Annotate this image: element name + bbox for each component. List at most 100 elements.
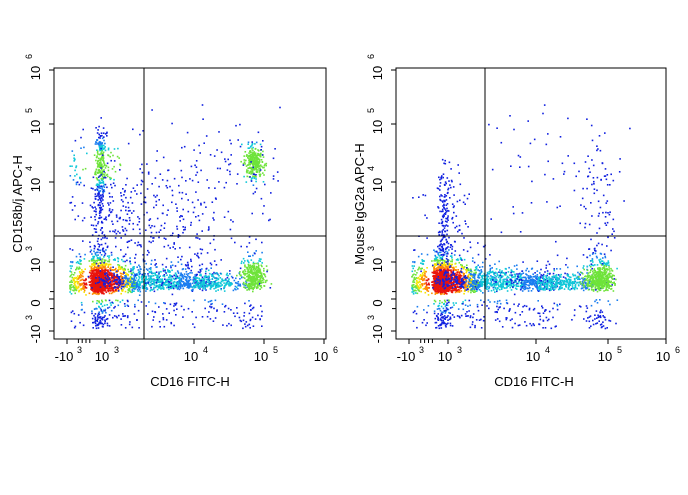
event-point — [78, 291, 80, 293]
event-point — [259, 165, 261, 167]
event-point — [123, 194, 125, 196]
event-point — [115, 229, 117, 231]
event-point — [256, 270, 258, 272]
event-point — [104, 264, 106, 266]
event-point — [157, 279, 159, 281]
event-point — [241, 261, 243, 263]
event-point — [248, 264, 250, 266]
event-point — [249, 305, 251, 307]
event-point — [99, 165, 101, 167]
event-point — [102, 301, 104, 303]
event-point — [94, 288, 96, 290]
event-point — [248, 275, 250, 277]
event-point — [212, 217, 214, 219]
event-point — [95, 171, 97, 173]
event-point — [128, 210, 130, 212]
event-point — [110, 179, 112, 181]
event-point — [107, 307, 109, 309]
event-point — [254, 154, 256, 156]
event-point — [228, 278, 230, 280]
event-point — [220, 277, 222, 279]
event-point — [121, 288, 123, 290]
event-point — [206, 279, 208, 281]
event-point — [190, 279, 192, 281]
y-tick-label: 10 — [28, 258, 43, 272]
event-point — [424, 273, 426, 275]
event-point — [95, 291, 97, 293]
event-point — [215, 300, 217, 302]
event-point — [132, 223, 134, 225]
event-point — [137, 224, 139, 226]
event-point — [150, 282, 152, 284]
event-point — [152, 319, 154, 321]
event-point — [104, 315, 106, 317]
event-point — [470, 247, 472, 249]
event-point — [213, 276, 215, 278]
event-point — [178, 280, 180, 282]
event-point — [250, 266, 252, 268]
event-point — [98, 306, 100, 308]
event-point — [113, 273, 115, 275]
event-point — [243, 315, 245, 317]
event-point — [96, 255, 98, 257]
event-point — [93, 225, 95, 227]
event-point — [102, 199, 104, 201]
event-point — [158, 199, 160, 201]
event-point — [131, 278, 133, 280]
event-point — [257, 315, 259, 317]
event-point — [100, 288, 102, 290]
event-point — [200, 204, 202, 206]
event-point — [254, 285, 256, 287]
event-point — [254, 158, 256, 160]
event-point — [109, 255, 111, 257]
event-point — [237, 139, 239, 141]
event-point — [190, 224, 192, 226]
event-point — [197, 237, 199, 239]
event-point — [221, 278, 223, 280]
event-point — [103, 190, 105, 192]
event-point — [175, 304, 177, 306]
event-point — [212, 201, 214, 203]
event-point — [166, 308, 168, 310]
event-point — [84, 217, 86, 219]
event-point — [123, 205, 125, 207]
event-point — [93, 322, 95, 324]
event-point — [221, 273, 223, 275]
event-point — [243, 262, 245, 264]
event-point — [117, 276, 119, 278]
event-point — [79, 184, 81, 186]
event-point — [252, 291, 254, 293]
event-point — [260, 156, 262, 158]
event-point — [85, 168, 87, 170]
event-point — [114, 185, 116, 187]
event-point — [99, 279, 101, 281]
event-point — [93, 315, 95, 317]
event-point — [91, 287, 93, 289]
event-point — [100, 172, 102, 174]
event-point — [139, 134, 141, 136]
event-point — [157, 218, 159, 220]
event-point — [207, 277, 209, 279]
event-point — [104, 165, 106, 167]
event-point — [261, 252, 263, 254]
event-point — [79, 178, 81, 180]
event-point — [227, 277, 229, 279]
event-point — [180, 287, 182, 289]
event-point — [149, 268, 151, 270]
event-point — [250, 320, 252, 322]
event-point — [264, 274, 266, 276]
event-point — [139, 168, 141, 170]
event-point — [113, 182, 115, 184]
event-point — [171, 270, 173, 272]
event-point — [217, 289, 219, 291]
event-point — [187, 132, 189, 134]
event-point — [128, 278, 130, 280]
event-point — [186, 273, 188, 275]
event-point — [257, 279, 259, 281]
event-point — [90, 277, 92, 279]
event-point — [98, 158, 100, 160]
event-point — [138, 269, 140, 271]
event-point — [250, 146, 252, 148]
event-point — [465, 313, 467, 315]
event-point — [101, 244, 103, 246]
